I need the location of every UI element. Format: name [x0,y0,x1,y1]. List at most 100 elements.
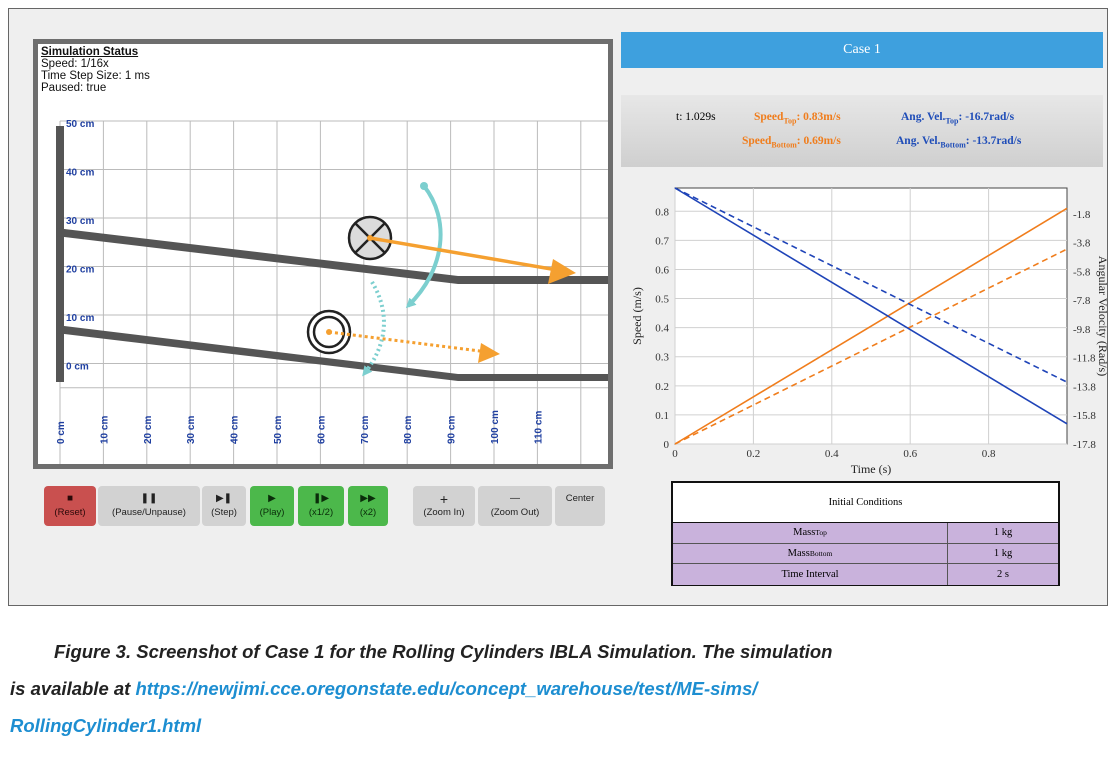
step-label: (Step) [211,507,237,518]
double-speed-button[interactable]: ▶▶ (x2) [348,486,388,526]
reset-button[interactable]: ■ (Reset) [44,486,96,526]
angvel-bottom-sub: Bottom [940,140,966,150]
x-tick-label: 0.8 [982,448,996,460]
bottom-velocity-arrow [328,330,489,354]
pause-button[interactable]: ❚❚ (Pause/Unpause) [98,486,200,526]
y-axis-label: 50 cm [66,119,94,130]
caption-link-2[interactable]: RollingCylinder1.html [10,715,202,736]
y-tick-label: 0.4 [655,323,669,335]
bottom-ramp [56,325,608,381]
top-velocity-arrow [369,236,564,273]
caption-line-2: is available at https://newjimi.cce.oreg… [10,670,1110,707]
fast-forward-icon: ▶▶ [360,493,376,504]
series-line-2 [674,187,1068,425]
play-button[interactable]: ▶ (Play) [250,486,294,526]
x-axis-label: 10 cm [99,416,110,444]
row-label: Time Interval [673,564,948,585]
speed-bottom-value: : 0.69m/s [796,135,841,147]
x-axis-label: 80 cm [403,416,414,444]
bottom-cylinder-center [326,329,332,335]
x-axis-label: 30 cm [186,416,197,444]
bottom-velocity-arrowhead [478,343,500,363]
readout-panel: t: 1.029s SpeedTop: 0.83m/s Ang. Vel.Top… [621,95,1103,167]
speed-bottom-label: Speed [742,135,772,147]
center-button[interactable]: Center [555,486,605,526]
caption-line-3: RollingCylinder1.html [10,707,1110,744]
x-axis-label: 70 cm [360,416,371,444]
plus-icon: + [439,491,449,507]
zoom-out-button[interactable]: — (Zoom Out) [478,486,552,526]
x-axis-label: 40 cm [230,416,241,444]
readout-speed-bottom: SpeedBottom: 0.69m/s [742,135,841,149]
zoom-out-label: (Zoom Out) [490,507,540,518]
x-axis-label: 20 cm [143,416,154,444]
figure-caption: Figure 3. Screenshot of Case 1 for the R… [10,633,1110,744]
initial-conditions-title: Initial Conditions [673,483,1058,523]
y2-tick-label: -7.8 [1073,295,1091,307]
y-tick-label: 0.6 [655,264,669,276]
y-axis-label: 30 cm [66,216,94,227]
pause-label: (Pause/Unpause) [112,507,186,518]
row-value: 2 s [997,568,1009,580]
simulation-app: 50 cm 40 cm 30 cm 20 cm 10 cm 0 cm 0 cm 10 cm 20… [8,8,1109,606]
top-cylinder-center [367,235,373,241]
y2-tick-label: -15.8 [1073,410,1096,422]
x-tick-label: 0 [672,448,678,460]
y-tick-label: 0.1 [655,410,669,422]
top-velocity-arrowhead [548,259,576,284]
x-tick-label: 0.6 [903,448,917,460]
x-axis-label: 50 cm [273,416,284,444]
speed-bottom-sub: Bottom [771,140,797,150]
angvel-top-label: Ang. Vel. [901,111,946,123]
row-label-sub: Top [815,528,827,538]
half-speed-button[interactable]: ❚▶ (x1/2) [298,486,344,526]
initial-conditions-table: Initial Conditions Mass Top 1 kg Mass Bott… [671,481,1060,586]
simulation-canvas[interactable]: 50 cm 40 cm 30 cm 20 cm 10 cm 0 cm 0 cm 10 cm 20… [33,39,613,469]
y-tick-label: 0 [664,439,670,451]
center-label: Center [565,493,595,504]
top-angular-velocity-origin [420,182,428,190]
row-label-text: Time Interval [781,568,839,580]
status-title: Simulation Status [41,46,139,58]
stop-icon: ■ [66,493,74,504]
series-line-0 [674,207,1068,445]
y-tick-label: 0.2 [655,381,669,393]
y-axis-label: 20 cm [66,265,94,276]
y2-tick-label: -9.8 [1073,324,1091,336]
y2-tick-label: -3.8 [1073,238,1091,250]
y-axis-label: 40 cm [66,168,94,179]
x-axis-title: Time (s) [851,462,892,476]
speed-top-label: Speed [754,111,784,123]
caption-prefix: is available at [10,678,136,699]
play-label: (Play) [259,507,285,518]
readout-time: t: 1.029s [676,111,716,123]
bottom-angular-velocity-arrow [362,280,386,377]
readout-angvel-top: Ang. Vel.Top: -16.7rad/s [901,111,1014,125]
row-label-text: Mass [793,527,816,539]
y-tick-label: 0.5 [655,294,669,306]
half-speed-label: (x1/2) [308,507,334,518]
slow-icon: ❚▶ [312,493,330,504]
angvel-bottom-label: Ang. Vel. [896,135,941,147]
status-paused: Paused: true [41,82,107,94]
zoom-in-button[interactable]: + (Zoom In) [413,486,475,526]
simulation-scene: 50 cm 40 cm 30 cm 20 cm 10 cm 0 cm 0 cm 10 cm 20… [56,119,608,464]
top-angular-velocity-arrow [405,184,443,309]
x-tick-label: 0.4 [825,448,839,460]
bottom-cylinder-inner-ring [312,315,346,349]
table-row: Mass Top 1 kg [673,523,1058,544]
caption-line-1: Figure 3. Screenshot of Case 1 for the R… [54,641,833,662]
caption-link-1[interactable]: https://newjimi.cce.oregonstate.edu/conc… [135,678,758,699]
x-axis-label: 0 cm [56,421,67,444]
speed-top-value: : 0.83m/s [796,111,841,123]
x-axis-label: 60 cm [316,416,327,444]
y-tick-label: 0.8 [655,206,669,218]
x-tick-label: 0.2 [747,448,761,460]
y2-axis-title: Angular Velocity (Rad/s) [1096,256,1109,376]
pause-icon: ❚❚ [140,493,158,504]
x-axis-label: 90 cm [447,416,458,444]
step-button[interactable]: ▶❚ (Step) [202,486,246,526]
reset-label: (Reset) [54,507,86,518]
y-tick-label: 0.3 [655,352,669,364]
row-value: 1 kg [993,547,1013,559]
